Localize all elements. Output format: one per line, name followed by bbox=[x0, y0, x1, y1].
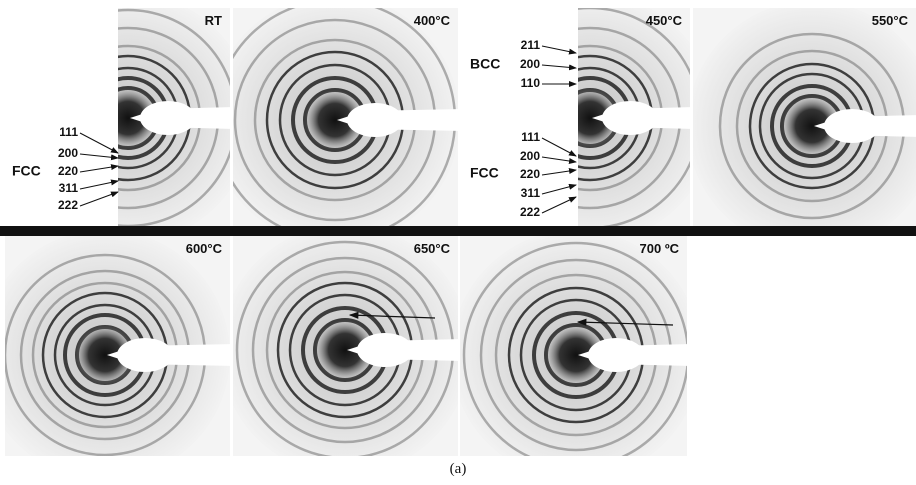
beam-stop-arm bbox=[107, 344, 230, 366]
index-label: 110 bbox=[521, 76, 541, 90]
index-arrow bbox=[541, 137, 577, 157]
diffraction-panel bbox=[233, 8, 458, 226]
central-spot bbox=[782, 96, 842, 156]
index-arrow bbox=[541, 168, 577, 176]
panel-label: 650°C bbox=[414, 241, 451, 256]
index-label: 222 bbox=[520, 205, 540, 219]
index-label: 311 bbox=[521, 186, 541, 200]
beam-stop-arm bbox=[578, 344, 687, 366]
index-arrow bbox=[541, 196, 577, 214]
diffraction-panel bbox=[460, 236, 687, 456]
diffraction-panel bbox=[578, 8, 690, 226]
index-label: 200 bbox=[520, 57, 540, 71]
index-label: 222 bbox=[58, 198, 78, 212]
index-label: 111 bbox=[59, 125, 78, 139]
index-label: 200 bbox=[58, 146, 78, 160]
panel-label: 400°C bbox=[414, 13, 451, 28]
panel-label: 700 ºC bbox=[640, 241, 680, 256]
ring bbox=[118, 8, 230, 226]
pointer-arrow bbox=[576, 318, 674, 326]
diffraction-panel bbox=[118, 8, 230, 226]
beam-stop-arm bbox=[592, 107, 690, 129]
index-arrow bbox=[541, 64, 577, 71]
central-spot bbox=[546, 325, 606, 385]
index-label: 211 bbox=[521, 38, 541, 52]
central-spot bbox=[315, 320, 375, 380]
diffraction-panel bbox=[693, 8, 916, 226]
diffraction-panel bbox=[5, 236, 230, 456]
beam-stop-arm bbox=[130, 107, 230, 129]
index-label: 220 bbox=[58, 164, 78, 178]
beam-stop-arm bbox=[814, 115, 916, 137]
index-label: 311 bbox=[59, 181, 79, 195]
panel-label: 450°C bbox=[646, 13, 683, 28]
ring bbox=[462, 241, 687, 456]
caption: (a) bbox=[450, 461, 467, 477]
panel-label: 600°C bbox=[186, 241, 223, 256]
index-label: 200 bbox=[520, 149, 540, 163]
index-label: 111 bbox=[521, 130, 540, 144]
index-arrow bbox=[79, 164, 119, 173]
beam-stop-arm bbox=[347, 339, 458, 361]
separator-band bbox=[0, 226, 916, 236]
index-arrow bbox=[79, 191, 119, 207]
index-arrow bbox=[79, 179, 119, 190]
phase-label: FCC bbox=[12, 163, 41, 179]
index-arrow bbox=[541, 183, 577, 195]
phase-label: BCC bbox=[470, 56, 500, 72]
pointer-arrow bbox=[348, 311, 436, 319]
index-arrow bbox=[79, 132, 119, 154]
diffraction-panel bbox=[233, 236, 458, 456]
central-spot bbox=[305, 90, 365, 150]
central-spot bbox=[75, 325, 135, 385]
index-arrow bbox=[541, 45, 577, 55]
phase-label: FCC bbox=[470, 165, 499, 181]
index-arrow bbox=[541, 156, 577, 164]
index-arrow bbox=[79, 153, 119, 161]
panel-label: 550°C bbox=[872, 13, 909, 28]
index-label: 220 bbox=[520, 167, 540, 181]
beam-stop-arm bbox=[337, 109, 458, 131]
panel-label: RT bbox=[205, 13, 222, 28]
